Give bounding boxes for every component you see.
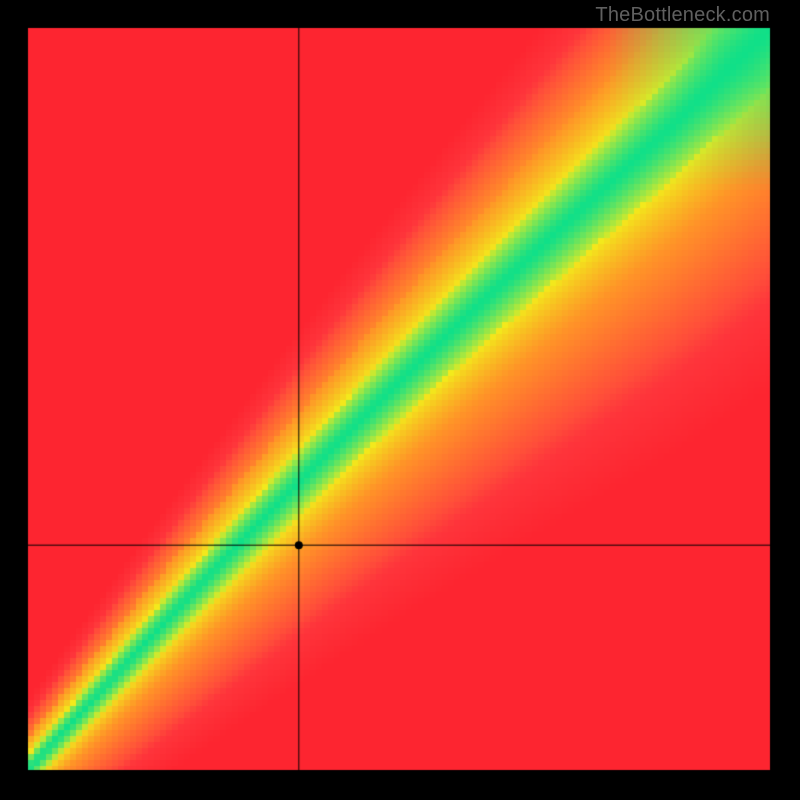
watermark-text: TheBottleneck.com bbox=[595, 4, 770, 27]
heatmap-canvas bbox=[0, 0, 800, 800]
chart-container: TheBottleneck.com bbox=[0, 0, 800, 800]
